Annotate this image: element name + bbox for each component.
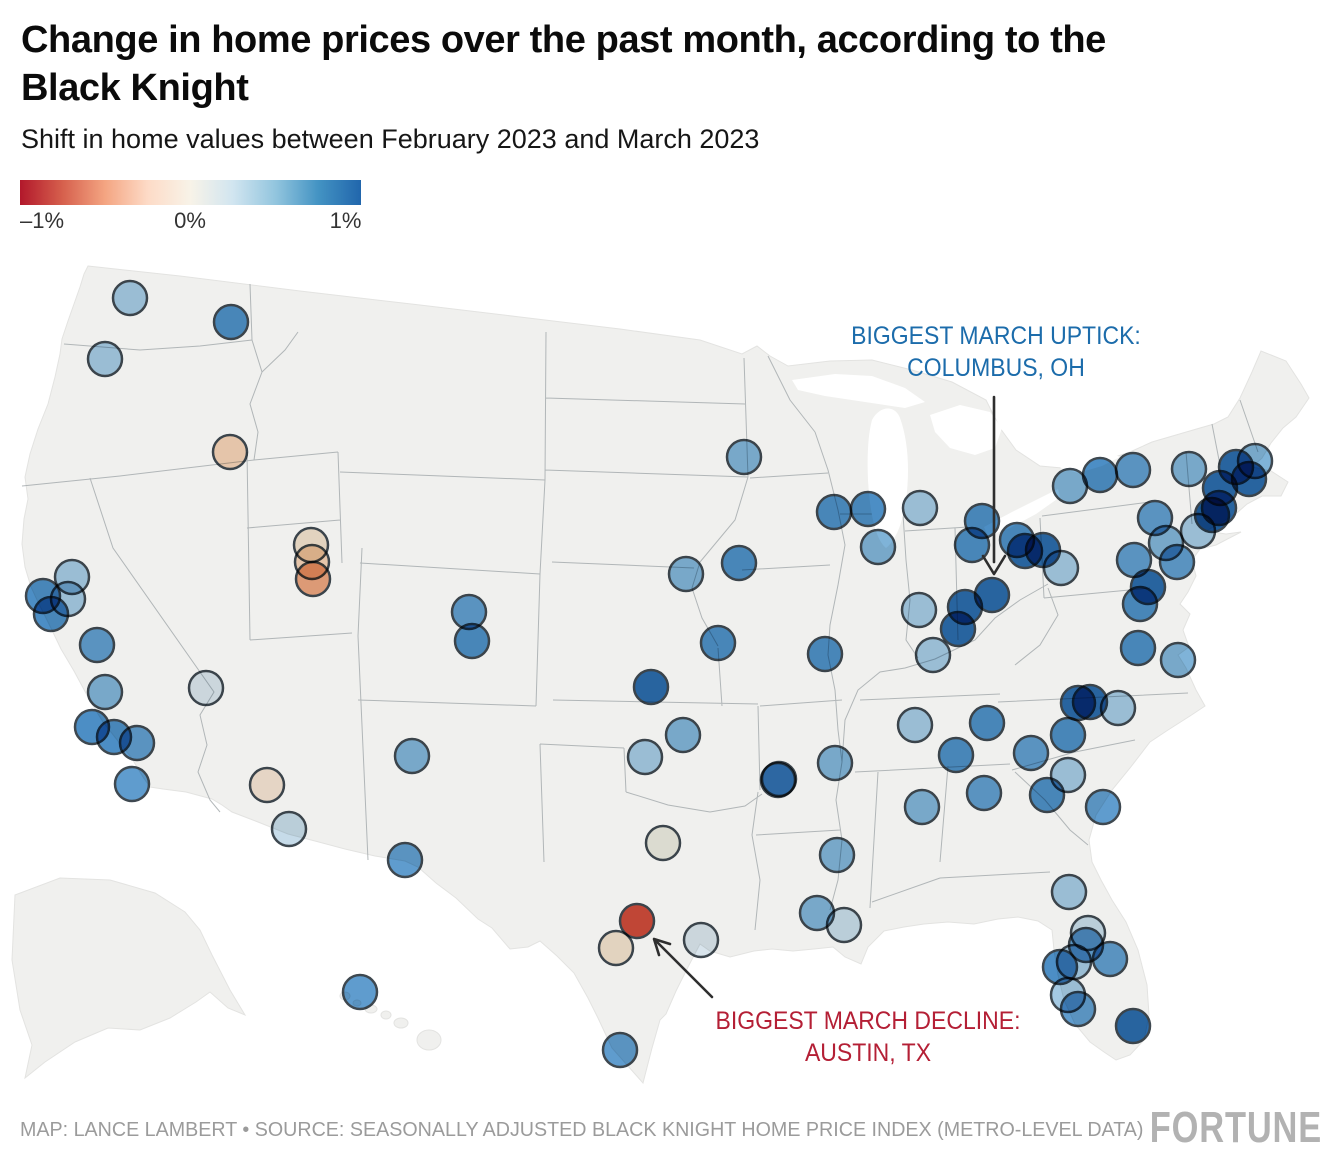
metro-dot [720, 544, 758, 582]
metro-dot [86, 673, 124, 711]
hawaii-islands [339, 991, 442, 1051]
metro-dot [760, 760, 798, 798]
legend-min-label: –1% [20, 208, 65, 233]
uptick-annotation-line2: COLUMBUS, OH [907, 354, 1085, 382]
metro-dot [86, 340, 124, 378]
metro-dot [601, 1031, 639, 1069]
metro-dot [1114, 1007, 1152, 1045]
metro-dot [664, 716, 702, 754]
metro-dot [1050, 873, 1088, 911]
metro-dot [187, 669, 225, 707]
metro-dot [816, 744, 854, 782]
metro-dot [937, 736, 975, 774]
metro-dot [294, 560, 332, 598]
metro-dot [1179, 512, 1217, 550]
metro-dot [211, 433, 249, 471]
uptick-annotation: BIGGEST MARCH UPTICK: COLUMBUS, OH [830, 320, 1161, 384]
metro-dot [270, 810, 308, 848]
metro-dot [699, 624, 737, 662]
metro-dot [1119, 629, 1157, 667]
metro-dot [1012, 734, 1050, 772]
metro-dot [1042, 549, 1080, 587]
decline-annotation: BIGGEST MARCH DECLINE: AUSTIN, TX [702, 1005, 1033, 1069]
metro-dot [1170, 450, 1208, 488]
metro-dot [341, 973, 379, 1011]
metro-dot [1055, 943, 1093, 981]
metro-dot [965, 774, 1003, 812]
metro-dot [859, 528, 897, 566]
metro-dot [667, 555, 705, 593]
title-line-1: Change in home prices over the past mont… [21, 19, 1106, 61]
metro-dot [32, 595, 70, 633]
metro-dot [815, 493, 853, 531]
metro-dot [1059, 990, 1097, 1028]
fortune-logo: FORTUNE [1149, 1103, 1322, 1152]
metro-dot [896, 706, 934, 744]
metro-dot [111, 279, 149, 317]
color-scale-legend [20, 180, 361, 205]
metro-dot [1084, 788, 1122, 826]
metro-dot [597, 929, 635, 967]
uptick-annotation-line1: BIGGEST MARCH UPTICK: [851, 322, 1141, 350]
metro-dot [1121, 585, 1159, 623]
metro-dot [903, 788, 941, 826]
metro-dot [914, 636, 952, 674]
metro-dot [1081, 456, 1119, 494]
metro-dot [78, 626, 116, 664]
metro-dot [1028, 776, 1066, 814]
metro-dot [386, 841, 424, 879]
metro-dot [248, 766, 286, 804]
metro-dot [1114, 451, 1152, 489]
metro-dot [626, 738, 664, 776]
metro-dot [1159, 641, 1197, 679]
metro-dot [725, 438, 763, 476]
subtitle: Shift in home values between February 20… [21, 124, 760, 154]
metro-dot [1158, 543, 1196, 581]
metro-dot [900, 591, 938, 629]
metro-dot [632, 668, 670, 706]
legend-max-label: 1% [329, 208, 362, 233]
decline-annotation-line2: AUSTIN, TX [804, 1039, 932, 1067]
metro-dot [825, 906, 863, 944]
metro-dot [113, 765, 151, 803]
metro-dot [393, 737, 431, 775]
decline-annotation-line1: BIGGEST MARCH DECLINE: [715, 1007, 1021, 1035]
metro-dot [1099, 689, 1137, 727]
austin-arrow-icon [652, 937, 714, 999]
metro-dot [939, 610, 977, 648]
metro-dot [1049, 716, 1087, 754]
source-credit: MAP: LANCE LAMBERT • SOURCE: SEASONALLY … [20, 1118, 1144, 1141]
columbus-arrow-icon [981, 395, 1007, 576]
metro-dot [968, 704, 1006, 742]
metro-dot [818, 836, 856, 874]
metro-dot [1091, 940, 1129, 978]
metro-dot [953, 526, 991, 564]
metro-dot [453, 622, 491, 660]
metro-dot [682, 921, 720, 959]
metro-dot [118, 724, 156, 762]
metro-dot [901, 489, 939, 527]
metro-dot [806, 635, 844, 673]
page-title: Change in home prices over the past mont… [21, 16, 1326, 112]
metro-dot [849, 490, 887, 528]
metro-dot [212, 303, 250, 341]
metro-dot [618, 902, 656, 940]
legend-mid-label: 0% [174, 208, 206, 233]
metro-dot [973, 576, 1011, 614]
alaska-shape [11, 877, 247, 1080]
title-line-2: Black Knight [21, 67, 249, 109]
metro-dots-layer [24, 279, 1274, 1069]
metro-dot [644, 824, 682, 862]
